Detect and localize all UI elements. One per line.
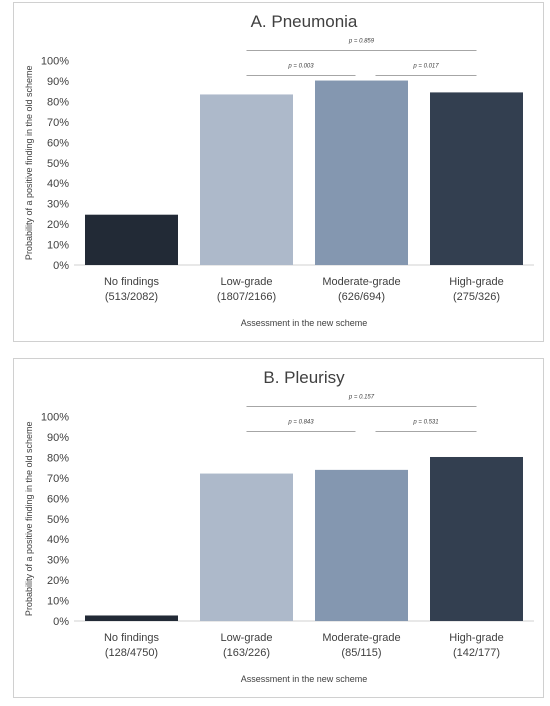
x-axis-label: Assessment in the new scheme: [241, 318, 368, 328]
chart-title: B. Pleurisy: [263, 368, 345, 387]
x-tick-count: (1807/2166): [217, 291, 276, 303]
x-tick-label: Moderate-grade: [322, 276, 400, 288]
p-value-label: p = 0.843: [287, 420, 314, 426]
y-tick-label: 20%: [47, 219, 69, 231]
x-tick-count: (626/694): [338, 291, 385, 303]
chart-svg-pleurisy: B. Pleurisy 0% 10% 20% 30% 40% 50% 60% 70% 80% 90%…: [24, 368, 534, 684]
p-value-label: p = 0.017: [412, 64, 439, 70]
x-tick-count: (275/326): [453, 291, 500, 303]
bar-high-grade: [430, 456, 523, 621]
x-tick-label: High-grade: [449, 276, 503, 288]
y-tick-label: 70%: [47, 473, 69, 485]
bar-moderate-grade: [315, 80, 408, 265]
y-tick-label: 90%: [47, 76, 69, 88]
y-tick-label: 60%: [47, 137, 69, 149]
x-tick-label: Low-grade: [221, 276, 273, 288]
y-tick-label: 50%: [47, 514, 69, 526]
y-tick-label: 30%: [47, 199, 69, 211]
y-tick-label: 40%: [47, 178, 69, 190]
y-tick-label: 10%: [47, 596, 69, 608]
chart-panel-pneumonia: A. Pneumonia 0% 10% 20% 30% 40% 50% 60% 70% 80% 90…: [13, 2, 544, 342]
y-tick-label: 50%: [47, 158, 69, 170]
y-tick-label: 100%: [41, 56, 69, 68]
y-tick-label: 40%: [47, 534, 69, 546]
x-tick-label: Moderate-grade: [322, 632, 400, 644]
y-tick-label: 10%: [47, 240, 69, 252]
chart-svg-pneumonia: A. Pneumonia 0% 10% 20% 30% 40% 50% 60% 70% 80% 90…: [24, 12, 534, 328]
y-axis-label: Probability of a positive finding in the…: [24, 65, 34, 260]
x-tick-label: No findings: [104, 632, 160, 644]
p-value-label: p = 0.531: [412, 420, 438, 426]
x-tick-count: (142/177): [453, 647, 500, 659]
y-tick-label: 100%: [41, 412, 69, 424]
y-tick-label: 90%: [47, 432, 69, 444]
chart-title: A. Pneumonia: [251, 12, 358, 31]
y-tick-label: 70%: [47, 117, 69, 129]
p-value-label: p = 0.003: [287, 64, 314, 70]
x-tick-count: (513/2082): [105, 291, 158, 303]
p-value-label: p = 0.157: [348, 395, 375, 401]
x-tick-count: (85/115): [341, 647, 381, 659]
y-tick-label: 80%: [47, 96, 69, 108]
y-tick-label: 0%: [53, 616, 69, 628]
bar-no-findings: [85, 214, 178, 265]
chart-panel-pleurisy: B. Pleurisy 0% 10% 20% 30% 40% 50% 60% 70% 80% 90%…: [13, 358, 544, 698]
bar-moderate-grade: [315, 469, 408, 621]
y-tick-label: 20%: [47, 575, 69, 587]
bar-low-grade: [200, 94, 293, 266]
x-tick-label: High-grade: [449, 632, 503, 644]
x-axis-label: Assessment in the new scheme: [241, 674, 368, 684]
bar-no-findings: [85, 615, 178, 621]
x-tick-label: No findings: [104, 276, 160, 288]
bar-high-grade: [430, 92, 523, 265]
x-tick-label: Low-grade: [221, 632, 273, 644]
y-tick-label: 30%: [47, 555, 69, 567]
y-tick-label: 80%: [47, 452, 69, 464]
p-value-label: p = 0.859: [348, 39, 375, 45]
y-tick-label: 60%: [47, 493, 69, 505]
bar-low-grade: [200, 473, 293, 621]
x-tick-count: (163/226): [223, 647, 270, 659]
y-tick-label: 0%: [53, 260, 69, 272]
x-tick-count: (128/4750): [105, 647, 158, 659]
y-axis-label: Probability of a positive finding in the…: [24, 421, 34, 616]
